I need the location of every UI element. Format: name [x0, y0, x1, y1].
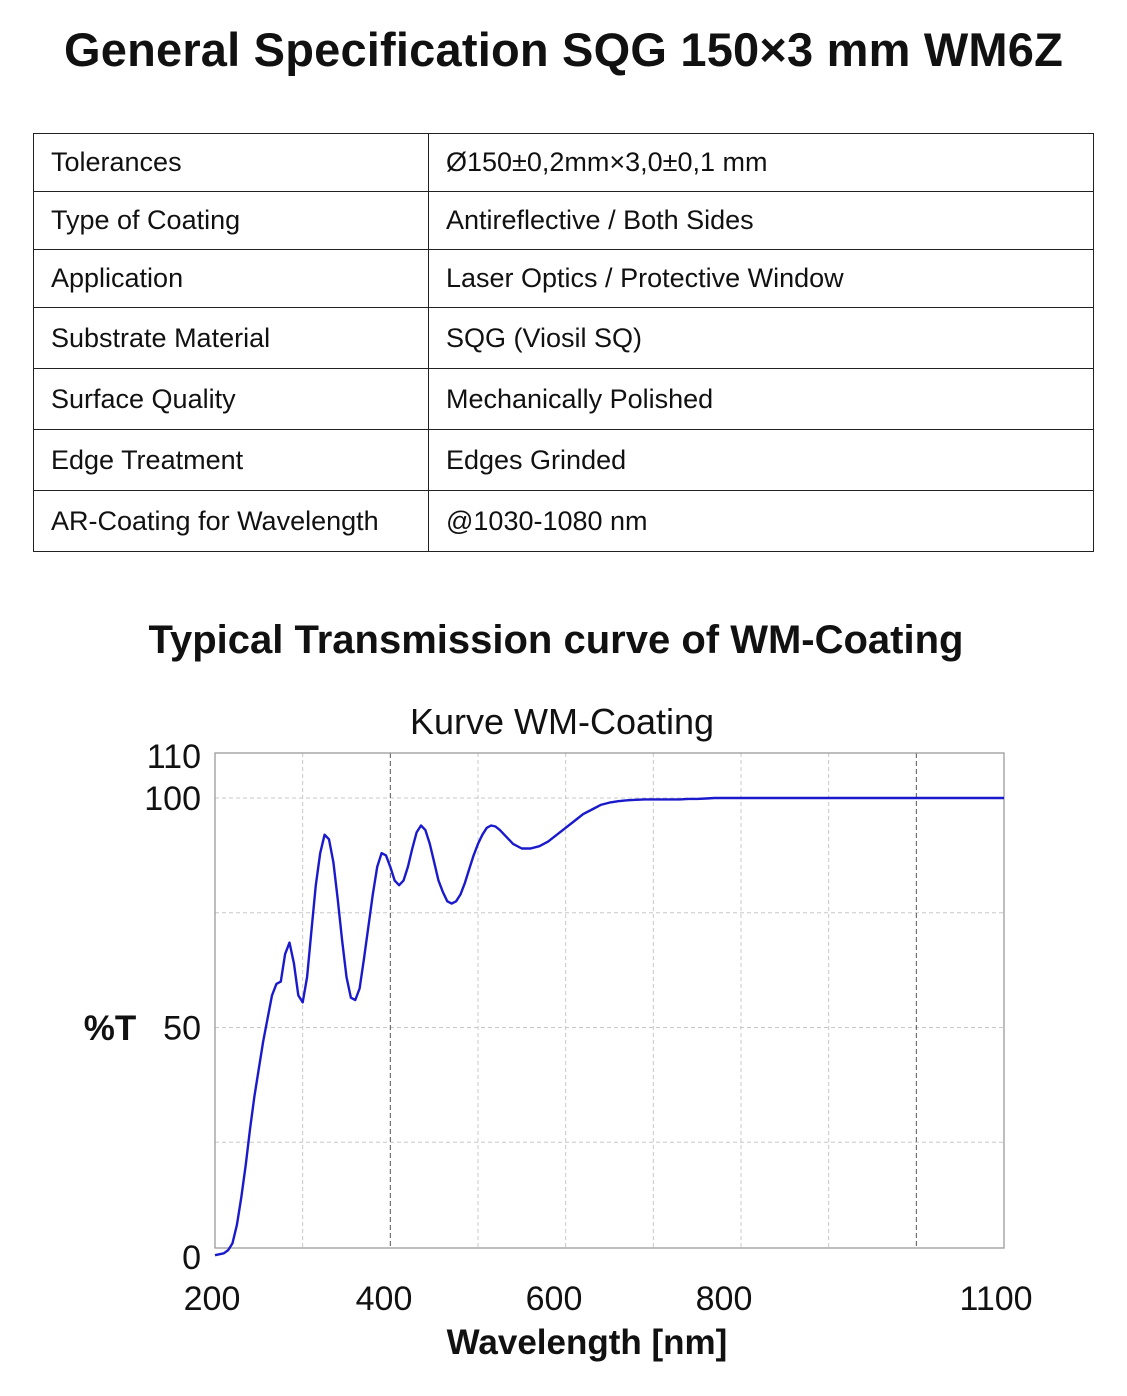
y-tick-label: 0 [182, 1239, 201, 1277]
spec-value: SQG (Viosil SQ) [428, 307, 1094, 369]
spec-value: Laser Optics / Protective Window [428, 249, 1094, 308]
y-tick-label: 100 [144, 780, 201, 818]
x-axis-label: Wavelength [nm] [447, 1323, 728, 1362]
x-tick-label: 800 [696, 1280, 753, 1318]
spec-row: Substrate Material SQG (Viosil SQ) [33, 307, 1094, 369]
x-tick-label: 600 [526, 1280, 583, 1318]
spec-row: Edge Treatment Edges Grinded [33, 429, 1094, 491]
x-tick-label: 200 [184, 1280, 241, 1318]
y-tick-label: 110 [147, 738, 201, 776]
x-tick-label: 400 [356, 1280, 413, 1318]
spec-row: Type of Coating Antireflective / Both Sid… [33, 191, 1094, 250]
spec-label: Substrate Material [33, 307, 429, 369]
x-tick-label: 1100 [959, 1280, 1032, 1318]
transmission-series-line [214, 796, 1004, 1257]
spec-label: Edge Treatment [33, 429, 429, 491]
plot-frame [214, 752, 1005, 1249]
spec-value: Ø150±0,2mm×3,0±0,1 mm [428, 133, 1094, 192]
spec-label: Application [33, 249, 429, 308]
chart-heading: Typical Transmission curve of WM-Coating [148, 618, 964, 662]
spec-label: AR-Coating for Wavelength [33, 490, 429, 552]
spec-row: Surface Quality Mechanically Polished [33, 368, 1094, 430]
spec-value: @1030-1080 nm [428, 490, 1094, 552]
page-title: General Specification SQG 150×3 mm WM6Z [63, 23, 1064, 76]
chart-title: Kurve WM-Coating [410, 701, 714, 742]
spec-row: Tolerances Ø150±0,2mm×3,0±0,1 mm [33, 133, 1094, 192]
spec-table: Tolerances Ø150±0,2mm×3,0±0,1 mm Type of C… [33, 133, 1094, 552]
y-axis-label: %T [84, 1009, 137, 1048]
transmission-chart: Kurve WM-Coating 0 50 100 110 200 400 600 800 11… [84, 701, 1033, 1362]
spec-value: Mechanically Polished [428, 368, 1094, 430]
spec-value: Antireflective / Both Sides [428, 191, 1094, 250]
spec-row: Application Laser Optics / Protective Win… [33, 249, 1094, 308]
axis-ticks: 0 50 100 110 200 400 600 800 1100 [144, 738, 1032, 1318]
chart-grid [215, 753, 1004, 1248]
spec-label: Tolerances [33, 133, 429, 192]
y-tick-label: 50 [163, 1010, 201, 1048]
spec-label: Type of Coating [33, 191, 429, 250]
spec-value: Edges Grinded [428, 429, 1094, 491]
spec-row: AR-Coating for Wavelength @1030-1080 nm [33, 490, 1094, 552]
spec-label: Surface Quality [33, 368, 429, 430]
